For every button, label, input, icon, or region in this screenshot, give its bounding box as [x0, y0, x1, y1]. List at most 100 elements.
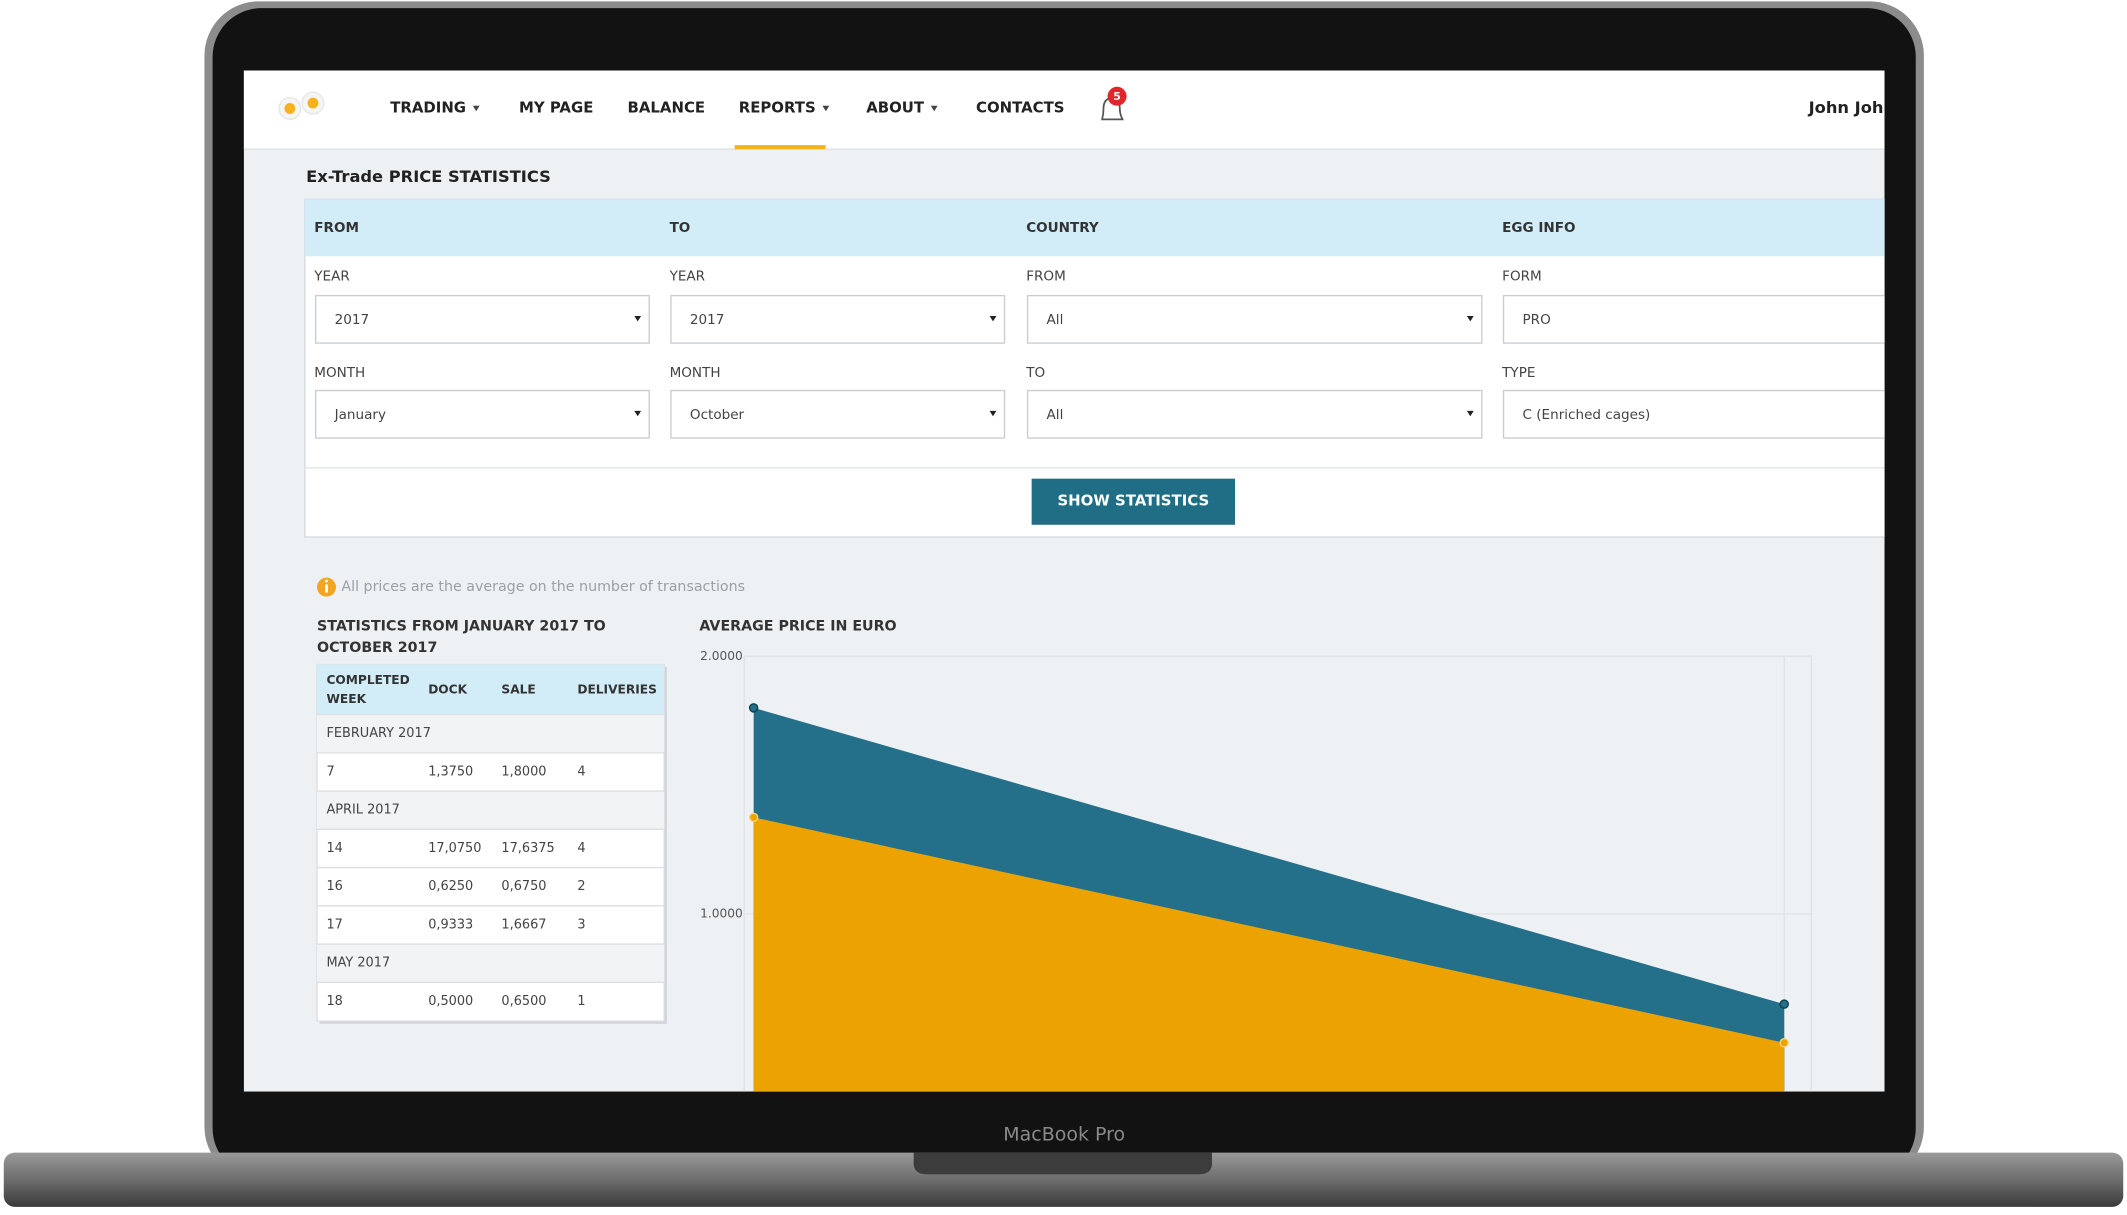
info-icon-dot: [325, 579, 328, 583]
field-label: YEAR: [313, 269, 350, 285]
select-value: All: [1047, 312, 1064, 328]
filter-header: [304, 199, 1885, 257]
page-title: Ex-Trade PRICE STATISTICS: [306, 167, 551, 186]
caret: [1466, 315, 1474, 322]
select-value: 2017: [690, 312, 724, 328]
select-value: January: [334, 407, 386, 423]
table-title: STATISTICS FROM JANUARY 2017 TO: [317, 618, 606, 634]
select-value: October: [690, 407, 745, 423]
logo: [284, 103, 296, 114]
laptop-notch: [913, 1152, 1212, 1175]
select-value: 2017: [335, 312, 369, 328]
column-header: DELIVERIES: [577, 683, 657, 697]
field-label: TO: [1025, 365, 1045, 381]
table-cell: 3: [577, 917, 585, 932]
table-cell: 0,9333: [428, 917, 473, 932]
table-cell: 16: [326, 879, 342, 894]
point: [748, 812, 759, 823]
group-label: FEBRUARY 2017: [326, 726, 430, 741]
show-button[interactable]: [1031, 478, 1236, 525]
screen: TRADING MY PAGE BALANCE REPORTS ABOUT CONTACT…: [243, 70, 1900, 1092]
column-header: DOCK: [428, 683, 467, 697]
table-cell: 2: [577, 879, 585, 894]
column-header: WEEK: [326, 692, 366, 706]
select-box[interactable]: [670, 294, 1006, 344]
filter-header-label: COUNTRY: [1026, 220, 1099, 236]
field-label: YEAR: [669, 269, 706, 285]
table-cell: 0,6250: [428, 879, 473, 894]
table-cell: 1,3750: [428, 764, 473, 779]
caret: [989, 315, 997, 322]
active-underline: [734, 145, 826, 150]
caret: [989, 410, 997, 417]
table-cell: 4: [577, 841, 585, 856]
field-label: MONTH: [314, 365, 365, 381]
table-title: OCTOBER 2017: [317, 640, 437, 656]
group-label: MAY 2017: [326, 956, 390, 971]
select-value: PRO: [1523, 312, 1551, 328]
caret: [822, 105, 830, 112]
table-cell: 17: [326, 917, 342, 932]
select-box[interactable]: [1502, 389, 1900, 439]
table-cell: 1: [577, 994, 585, 1009]
select-value: All: [1047, 407, 1064, 423]
caret: [930, 105, 938, 112]
laptop-base: [3, 1152, 2124, 1207]
group-row: [317, 791, 665, 830]
select-box[interactable]: [314, 389, 650, 439]
caret: [634, 410, 642, 417]
nav-item[interactable]: ABOUT: [866, 98, 925, 116]
filter-header-label: TO: [670, 220, 691, 236]
field-label: TYPE: [1501, 365, 1535, 381]
select-box[interactable]: [1026, 389, 1483, 439]
info-icon-stem: [325, 584, 328, 593]
badge-count: 5: [1113, 90, 1121, 103]
note: All prices are the average on the number…: [341, 579, 745, 595]
table-cell: 18: [326, 994, 342, 1009]
select-box[interactable]: [1502, 294, 1900, 344]
column-header: SALE: [501, 683, 535, 697]
caret: [1466, 410, 1474, 417]
nav-item[interactable]: REPORTS: [739, 98, 816, 116]
y-tick-label: 1.0000: [700, 906, 743, 920]
field-label: FROM: [1026, 269, 1066, 285]
table-cell: 0,6750: [501, 879, 546, 894]
nav-item[interactable]: TRADING: [390, 98, 466, 116]
nav-item[interactable]: BALANCE: [628, 98, 706, 116]
column-header: COMPLETED: [326, 673, 409, 687]
group-row: [317, 944, 665, 983]
laptop-label: MacBook Pro: [1003, 1123, 1125, 1145]
table-cell: 17,6375: [501, 841, 554, 856]
nav-item[interactable]: MY PAGE: [519, 98, 593, 116]
select-box[interactable]: [670, 389, 1006, 439]
select-value: C (Enriched cages): [1523, 407, 1651, 423]
select-box[interactable]: [1026, 294, 1483, 344]
table-cell: 7: [326, 764, 334, 779]
group-label: APRIL 2017: [326, 803, 399, 818]
table-cell: 4: [577, 764, 585, 779]
select-box[interactable]: [314, 294, 650, 344]
group-row: [317, 714, 665, 753]
table-cell: 17,0750: [428, 841, 481, 856]
badge: [1107, 86, 1127, 106]
point: [1779, 999, 1789, 1009]
point: [1779, 1038, 1789, 1048]
navbar: [243, 70, 1885, 150]
point: [748, 703, 759, 713]
nav-item[interactable]: CONTACTS: [976, 98, 1064, 116]
y-tick-label: 2.0000: [700, 649, 743, 663]
area: [753, 817, 1785, 1092]
logo: [307, 97, 319, 109]
chart-title: AVERAGE PRICE IN EURO: [699, 618, 896, 634]
show-button-label[interactable]: SHOW STATISTICS: [1057, 492, 1209, 510]
table-header: [317, 664, 665, 715]
table-cell: 1,6667: [501, 917, 546, 932]
table-cell: 1,8000: [501, 764, 546, 779]
table-cell: 0,5000: [428, 994, 473, 1009]
field-label: MONTH: [670, 365, 721, 381]
user-name[interactable]: John Joh: [1808, 98, 1884, 117]
field-label: FORM: [1502, 269, 1542, 285]
caret: [472, 105, 480, 112]
